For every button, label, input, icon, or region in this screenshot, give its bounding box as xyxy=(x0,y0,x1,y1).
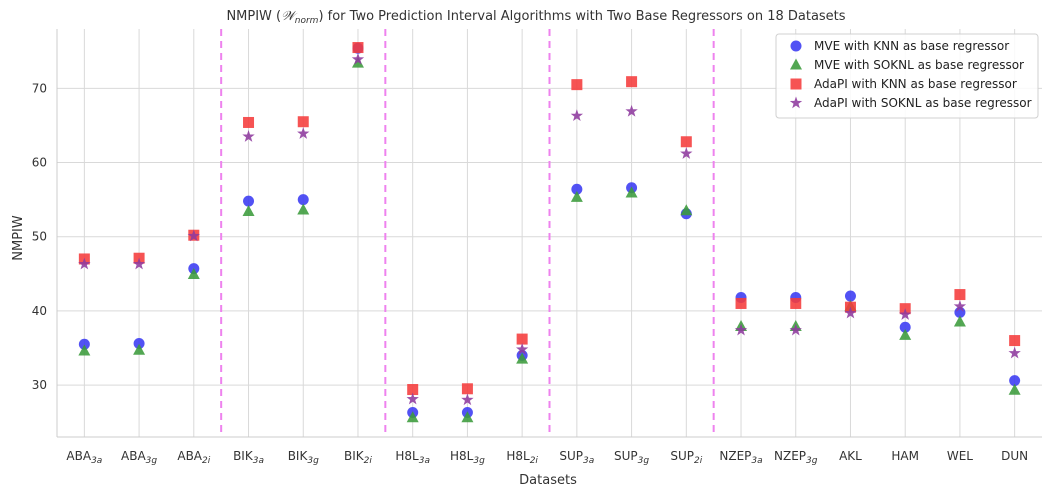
data-point-series-4 xyxy=(570,109,584,122)
x-tick-label: H8L3g xyxy=(450,449,485,466)
data-point-series-1 xyxy=(78,338,90,350)
data-point-series-2 xyxy=(351,56,364,68)
data-point-series-4 xyxy=(406,392,419,405)
grid-layer xyxy=(57,29,1042,437)
data-point-series-2 xyxy=(680,204,693,216)
legend-marker xyxy=(789,96,803,109)
data-point-series-3 xyxy=(516,333,528,345)
data-point-series-3 xyxy=(461,383,473,395)
x-tick-label: H8L3a xyxy=(395,449,430,466)
data-point-series-2 xyxy=(953,315,966,327)
data-point-series-4 xyxy=(242,130,255,142)
x-tick-label: WEL xyxy=(947,449,973,463)
data-point-series-4 xyxy=(461,393,474,406)
legend-label: AdaPI with KNN as base regressor xyxy=(814,77,1017,91)
x-axis-label: Datasets xyxy=(519,473,577,487)
data-point-series-4 xyxy=(297,127,310,139)
chart-title: NMPIW (𝒲norm) for Two Prediction Interva… xyxy=(226,9,845,26)
data-point-series-3 xyxy=(790,297,802,309)
data-point-series-4 xyxy=(953,299,967,312)
data-point-series-2 xyxy=(297,203,310,215)
data-point-series-3 xyxy=(680,136,692,148)
data-point-series-1 xyxy=(899,321,911,333)
data-point-series-1 xyxy=(243,195,255,207)
data-point-series-3 xyxy=(626,76,638,88)
x-tick-label: DUN xyxy=(1001,449,1028,463)
data-point-series-2 xyxy=(187,268,200,280)
y-tick-label: 60 xyxy=(32,156,47,170)
legend: MVE with KNN as base regressor MVE with S… xyxy=(775,33,1039,119)
x-tick-label: ABA3a xyxy=(66,449,102,466)
data-point-series-4 xyxy=(789,323,802,336)
data-point-series-1 xyxy=(571,183,583,195)
data-point-series-1 xyxy=(297,194,309,206)
x-tick-label: H8L2i xyxy=(506,449,538,466)
data-point-series-2 xyxy=(516,352,529,364)
group-separators xyxy=(220,29,715,437)
x-tick-label: BIK3a xyxy=(233,449,264,466)
data-point-series-3 xyxy=(571,79,583,91)
data-point-series-4 xyxy=(734,323,748,336)
y-axis-label: NMPIW xyxy=(11,215,26,261)
y-tick-label: 40 xyxy=(32,304,47,318)
data-point-series-4 xyxy=(515,342,529,355)
data-point-series-4 xyxy=(1008,346,1021,359)
y-tick-label: 70 xyxy=(32,81,47,95)
x-tick-label: AKL xyxy=(839,449,862,463)
data-point-series-2 xyxy=(1008,383,1021,395)
data-point-series-1 xyxy=(133,338,145,350)
data-point-series-4 xyxy=(78,257,91,270)
data-points xyxy=(78,42,1021,423)
x-tick-label: SUP2i xyxy=(670,449,702,466)
x-tick-label: HAM xyxy=(891,449,919,463)
axes xyxy=(56,29,1042,438)
data-point-series-3 xyxy=(954,289,966,301)
data-point-series-2 xyxy=(242,204,255,216)
data-point-series-4 xyxy=(132,257,146,270)
data-point-series-2 xyxy=(406,411,419,423)
data-point-series-4 xyxy=(351,52,365,65)
x-tick-label: BIK3g xyxy=(288,449,319,466)
data-point-series-4 xyxy=(625,104,638,117)
data-point-series-4 xyxy=(844,306,857,319)
y-tick-label: 30 xyxy=(32,378,47,392)
legend-box xyxy=(775,33,1039,119)
data-point-series-4 xyxy=(680,147,693,159)
legend-label: MVE with SOKNL as base regressor xyxy=(814,58,1024,72)
data-point-series-2 xyxy=(899,328,912,340)
data-point-series-1 xyxy=(1009,375,1021,387)
data-point-series-3 xyxy=(1009,335,1021,347)
x-tick-label: ABA2i xyxy=(177,449,210,466)
x-tick-label: ABA3g xyxy=(121,449,157,466)
data-point-series-1 xyxy=(844,290,856,302)
legend-marker xyxy=(790,40,802,52)
data-point-series-3 xyxy=(352,42,364,54)
x-tick-label: NZEP3a xyxy=(719,449,762,466)
data-point-series-3 xyxy=(407,384,419,396)
x-tick-label: NZEP3g xyxy=(774,449,818,466)
data-point-series-4 xyxy=(187,229,200,242)
data-point-series-2 xyxy=(461,411,474,423)
data-point-series-2 xyxy=(570,190,583,202)
data-point-series-2 xyxy=(625,186,638,198)
x-tick-label: BIK2i xyxy=(344,449,372,466)
data-point-series-3 xyxy=(297,116,309,128)
data-point-series-2 xyxy=(133,343,146,355)
x-tick-label: SUP3a xyxy=(559,449,594,466)
data-point-series-3 xyxy=(735,297,747,309)
data-point-series-4 xyxy=(899,308,912,320)
x-tick-label: SUP3g xyxy=(614,449,649,466)
legend-marker xyxy=(790,78,802,90)
legend-label: MVE with KNN as base regressor xyxy=(814,39,1009,53)
y-tick-label: 50 xyxy=(32,230,47,244)
data-point-series-3 xyxy=(243,116,255,128)
tick-labels: 30 40 50 60 70 ABA3a ABA3g ABA2i BIK3a BIK3g BIK2i… xyxy=(32,81,1028,466)
data-point-series-2 xyxy=(78,344,91,356)
legend-marker xyxy=(790,58,802,70)
legend-label: AdaPI with SOKNL as base regressor xyxy=(814,96,1032,110)
